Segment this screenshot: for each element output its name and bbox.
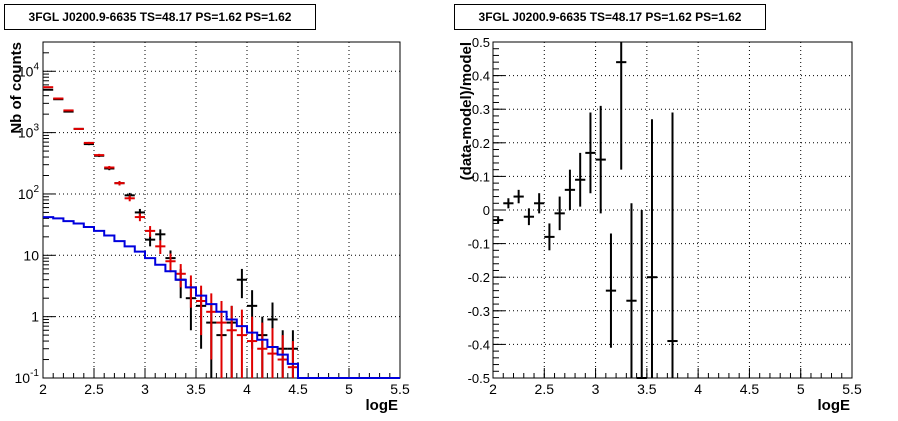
- left-data-point-1: [104, 165, 115, 170]
- left-data-point-1: [247, 316, 258, 378]
- left-data-point-1: [287, 341, 298, 378]
- left-data-point-1: [277, 335, 288, 378]
- left-data-point-1: [165, 253, 176, 273]
- right-data-point-0: [585, 112, 596, 194]
- right-y-tick-label: -0.4: [468, 337, 490, 352]
- left-x-tick-label: 3.5: [186, 381, 206, 397]
- right-data-point-0: [493, 216, 504, 224]
- left-x-tick-label: 2.5: [84, 381, 104, 397]
- right-x-tick-label: 5.5: [842, 381, 862, 397]
- left-data-point-1: [175, 264, 186, 288]
- left-data-point-1: [63, 109, 74, 112]
- left-y-axis-label: Nb of counts: [8, 42, 25, 134]
- left-y-tick-label: 1: [31, 309, 39, 325]
- right-x-tick-label: 3: [592, 381, 600, 397]
- left-data-point-1: [216, 300, 227, 378]
- right-x-tick-label: 5: [797, 381, 805, 397]
- right-data-point-0: [523, 208, 535, 226]
- right-data-point-0: [554, 196, 565, 231]
- left-x-tick-label: 4: [243, 381, 251, 397]
- right-y-tick-label: 0.1: [472, 169, 490, 184]
- right-data-point-0: [595, 105, 606, 214]
- right-data-point-0: [575, 152, 586, 207]
- left-y-tick-label: 104: [18, 61, 40, 79]
- right-y-axis-label: (data-model)/model: [458, 42, 475, 180]
- left-data-point-1: [267, 328, 278, 378]
- right-y-tick-label: 0.5: [472, 35, 490, 50]
- right-x-tick-label: 4.5: [740, 381, 760, 397]
- right-data-point-0: [564, 169, 576, 210]
- right-x-tick-label: 2.5: [535, 381, 555, 397]
- left-model-step-line: [43, 216, 400, 379]
- right-data-point-0: [544, 223, 555, 251]
- right-x-tick-label: 4: [694, 381, 702, 397]
- left-data-point-1: [43, 86, 54, 89]
- right-chart-title: 3FGL J0200.9-6635 TS=48.17 PS=1.62 PS=1.…: [454, 4, 766, 30]
- left-x-axis-label: logE: [366, 397, 399, 414]
- right-y-tick-label: 0.4: [472, 69, 490, 84]
- right-y-tick-label: 0.3: [472, 102, 490, 117]
- left-x-tick-label: 3: [141, 381, 149, 397]
- right-data-point-0: [616, 42, 627, 170]
- left-data-point-1: [83, 141, 94, 144]
- left-y-tick-label: 103: [18, 123, 40, 141]
- left-x-tick-label: 2: [39, 381, 47, 397]
- left-data-point-1: [257, 322, 268, 378]
- right-y-tick-label: 0.2: [472, 136, 490, 151]
- left-x-tick-label: 4.5: [288, 381, 308, 397]
- right-data-point-0: [667, 112, 678, 378]
- left-data-point-1: [73, 127, 84, 130]
- left-data-point-0: [155, 229, 166, 241]
- right-data-point-0: [605, 233, 617, 348]
- right-data-point-0: [503, 198, 514, 209]
- left-y-tick-label: 102: [18, 184, 40, 202]
- right-y-tick-label: -0.2: [468, 270, 490, 285]
- left-data-point-1: [114, 181, 125, 186]
- right-data-point-0: [646, 119, 658, 378]
- right-y-tick-label: 0: [483, 203, 490, 218]
- right-x-axis-label: logE: [818, 397, 851, 414]
- left-x-tick-label: 5: [345, 381, 353, 397]
- right-data-point-0: [534, 193, 545, 214]
- left-y-tick-label: 10: [23, 247, 39, 263]
- left-chart-title: 3FGL J0200.9-6635 TS=48.17 PS=1.62 PS=1.…: [4, 4, 316, 30]
- right-y-tick-label: -0.3: [468, 304, 490, 319]
- left-data-point-1: [94, 153, 105, 157]
- left-y-tick-label: 10-1: [15, 368, 40, 386]
- left-data-point-1: [134, 213, 145, 222]
- right-y-tick-label: -0.5: [468, 371, 490, 386]
- left-data-point-1: [124, 195, 135, 202]
- right-y-tick-label: -0.1: [468, 237, 490, 252]
- left-data-point-1: [196, 285, 207, 336]
- left-data-point-1: [226, 305, 237, 378]
- right-data-point-0: [513, 189, 524, 204]
- left-data-point-0: [43, 88, 54, 91]
- right-data-point-0: [636, 210, 647, 379]
- left-data-point-1: [155, 240, 166, 255]
- left-data-point-1: [236, 309, 247, 378]
- left-data-point-0: [236, 268, 247, 299]
- left-x-tick-label: 5.5: [390, 381, 410, 397]
- right-data-point-0: [626, 203, 637, 378]
- left-data-point-1: [53, 97, 64, 100]
- right-x-tick-label: 2: [489, 381, 497, 397]
- right-x-tick-label: 3.5: [637, 381, 657, 397]
- left-data-point-1: [145, 226, 156, 237]
